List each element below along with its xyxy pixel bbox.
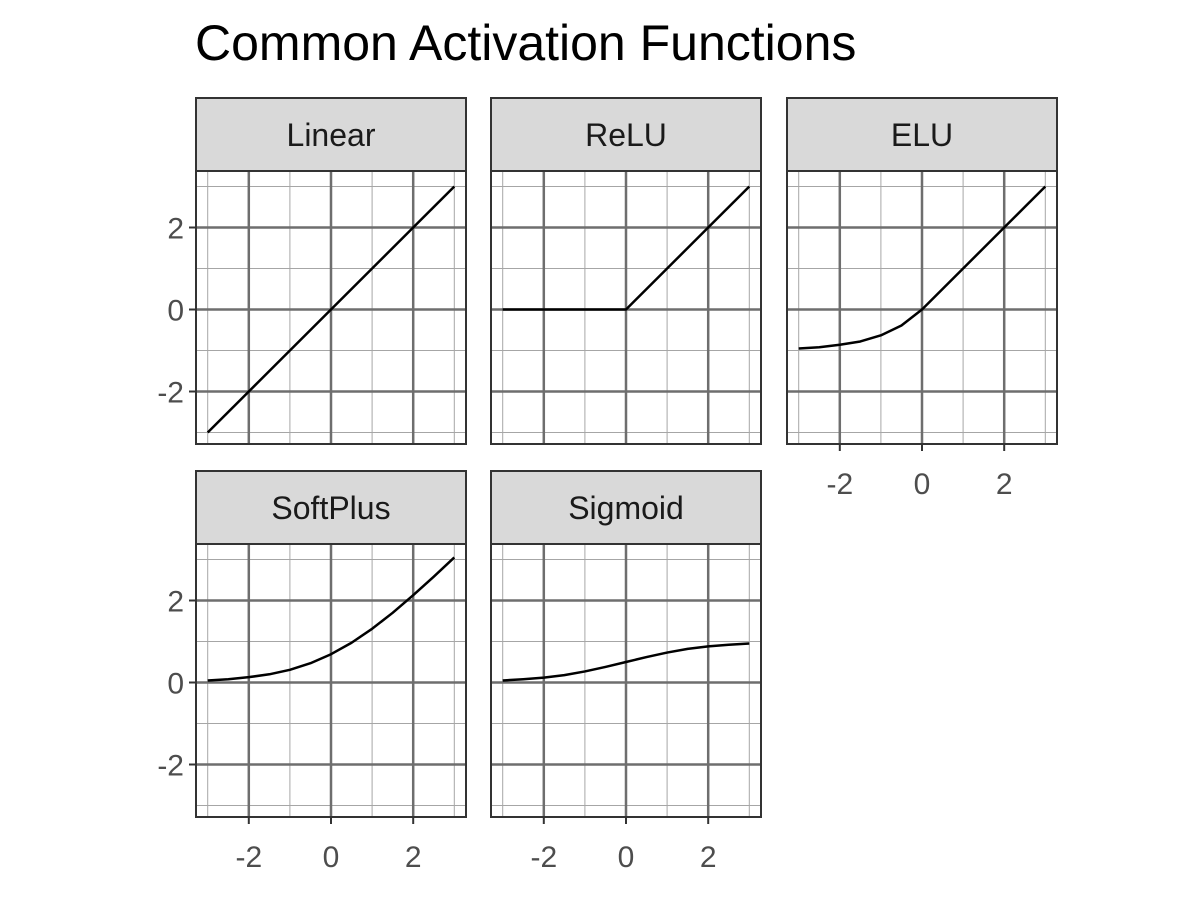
x-tick-label: -2 xyxy=(235,841,262,874)
x-tick-label: 0 xyxy=(323,841,340,874)
panel-strip xyxy=(195,97,467,172)
x-tick-label: -2 xyxy=(530,841,557,874)
panel-relu: ReLU xyxy=(490,97,762,445)
y-tick-label: -2 xyxy=(157,750,184,783)
y-tick-label: 2 xyxy=(167,586,184,619)
panel-sigmoid: Sigmoid -2 0 2 xyxy=(490,470,762,874)
series-line-sigmoid xyxy=(502,642,750,682)
panel-softplus: SoftPlus 2 0 -2 -2 0 2 xyxy=(157,470,467,874)
panel-strip xyxy=(786,97,1058,172)
panel-strip-label: SoftPlus xyxy=(271,490,390,526)
chart-title: Common Activation Functions xyxy=(195,15,857,71)
panel-strip-label: Linear xyxy=(287,117,376,153)
panel-elu: ELU -2 0 2 xyxy=(786,97,1058,501)
x-tick-label: 2 xyxy=(700,841,717,874)
series-line-linear xyxy=(206,185,456,434)
series-line-softplus xyxy=(207,556,456,682)
x-tick-label: 0 xyxy=(914,468,931,501)
y-tick-label: 0 xyxy=(167,668,184,701)
panel-strip-label: ReLU xyxy=(585,117,667,153)
x-tick-label: -2 xyxy=(826,468,853,501)
panel-strip-label: Sigmoid xyxy=(568,490,684,526)
x-tick-label: 0 xyxy=(618,841,635,874)
panel-linear: Linear 2 0 -2 xyxy=(157,97,467,445)
x-tick-label: 2 xyxy=(996,468,1013,501)
panel-strip xyxy=(490,97,762,172)
panel-border xyxy=(195,170,467,445)
y-tick-label: -2 xyxy=(157,377,184,410)
y-tick-label: 2 xyxy=(167,213,184,246)
panel-strip-label: ELU xyxy=(891,117,953,153)
panel-strip xyxy=(490,470,762,545)
x-tick-label: 2 xyxy=(405,841,422,874)
series-line-elu xyxy=(798,185,1047,350)
series-line-relu xyxy=(502,185,751,311)
y-tick-label: 0 xyxy=(167,295,184,328)
panel-border xyxy=(490,170,762,445)
